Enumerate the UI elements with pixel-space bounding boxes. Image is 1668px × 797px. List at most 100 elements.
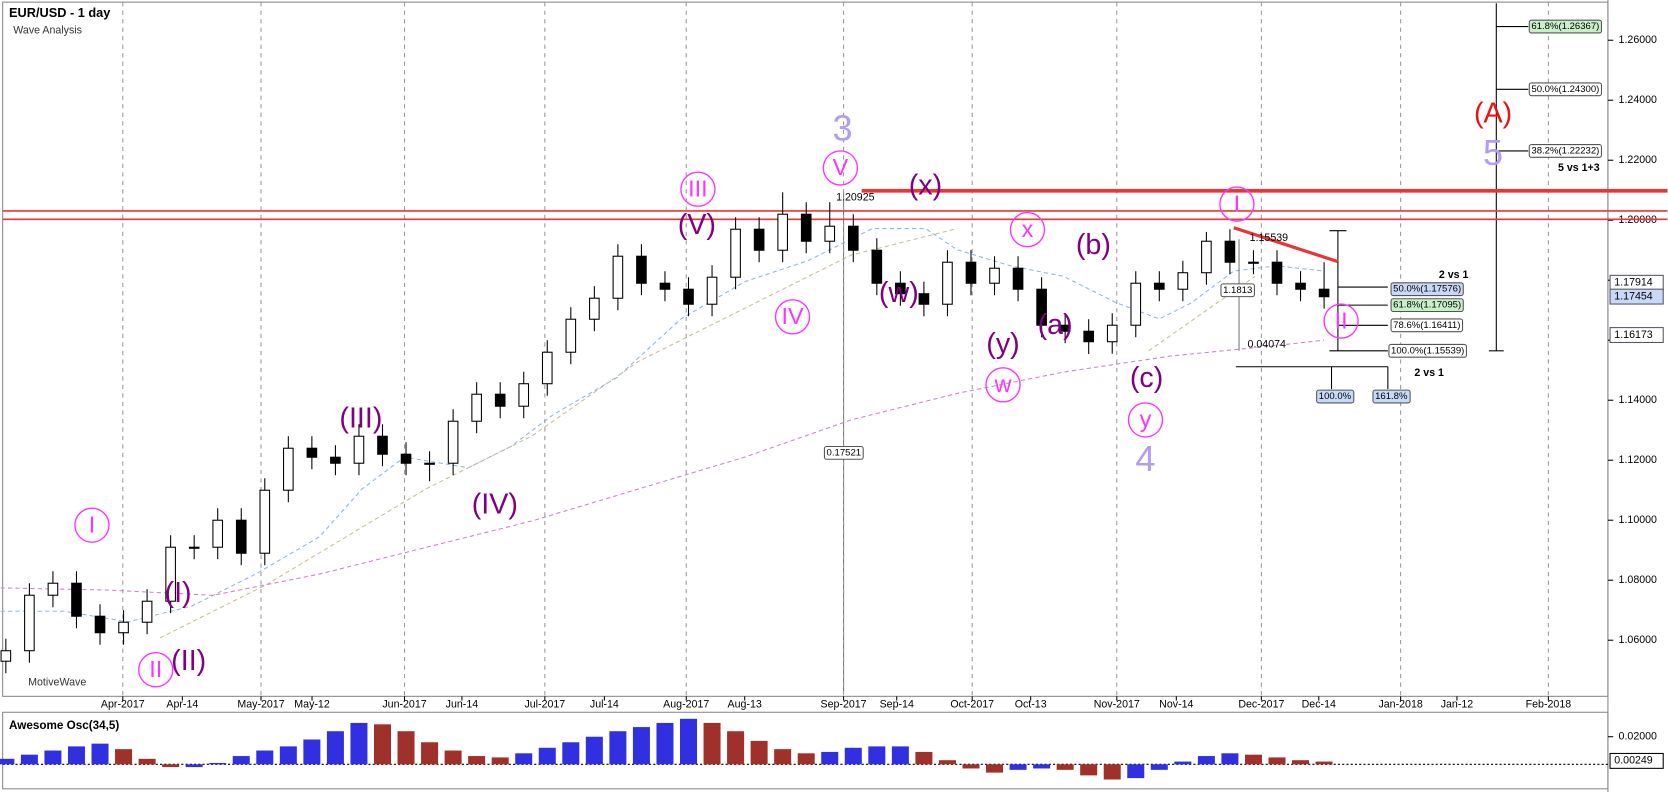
- oscillator-bar: [680, 718, 698, 765]
- oscillator-bar: [962, 764, 980, 769]
- oscillator-bar: [326, 731, 344, 765]
- oscillator-bar: [538, 747, 556, 765]
- candle-body: [283, 447, 294, 491]
- moving-average: [0, 339, 1325, 596]
- candle-body: [141, 600, 153, 623]
- oscillator-bar: [609, 731, 627, 765]
- x-tick-label: Sep-14: [880, 699, 914, 711]
- candle-body: [1295, 282, 1306, 290]
- oscillator-bar: [1197, 756, 1215, 765]
- x-tick-label: Jul-2017: [524, 699, 565, 711]
- current-value-box: [1609, 752, 1664, 769]
- wave-label: II: [149, 656, 162, 682]
- oscillator-bar: [562, 742, 580, 765]
- x-tick-label: Dec-2017: [1238, 699, 1284, 711]
- wave-circle: [774, 299, 811, 335]
- oscillator-bar: [1056, 764, 1074, 770]
- x-tick-label: Sep-2017: [821, 699, 867, 711]
- oscillator-bar: [185, 764, 203, 768]
- wave-label: y: [1140, 406, 1152, 432]
- wave-circle: [1127, 402, 1164, 438]
- oscillator-bar: [1268, 757, 1286, 765]
- oscillator-bar: [515, 753, 533, 765]
- watermark: MotiveWave: [28, 676, 86, 688]
- fib-label: 1.1813: [1223, 285, 1252, 296]
- oscillator-bar: [1127, 764, 1145, 779]
- candle-body: [965, 261, 977, 284]
- wave-label: (y): [986, 328, 1019, 360]
- wave-circle: [1009, 211, 1046, 248]
- candle-body: [47, 582, 59, 596]
- fib-label: 100.0%(1.15539): [1391, 345, 1464, 356]
- wave-circle: [822, 150, 859, 186]
- fib-label: 5 vs 1+3: [1558, 162, 1600, 174]
- candle-body: [1271, 261, 1283, 284]
- chart-subtitle: Wave Analysis: [13, 25, 82, 37]
- wave-label: V: [833, 154, 849, 180]
- candle-body: [777, 213, 788, 251]
- fib-label: 100.0%: [1319, 391, 1352, 402]
- wave-label: (III): [339, 402, 382, 434]
- x-tick-label: May-12: [294, 699, 330, 711]
- oscillator-bar: [397, 731, 415, 765]
- y-tick-label: 1.10000: [1619, 514, 1657, 526]
- candle-body: [471, 393, 482, 422]
- wave-label: (b): [1076, 229, 1111, 261]
- oscillator-bar: [986, 764, 1004, 773]
- oscillator-bar: [67, 746, 85, 765]
- oscillator-title: Awesome Osc(34,5): [9, 719, 119, 732]
- wave-label: (a): [1038, 309, 1073, 341]
- candle-body: [259, 489, 271, 554]
- candle-body: [659, 282, 671, 290]
- oscillator-bar: [491, 757, 509, 765]
- fib-label-box: [1390, 298, 1464, 313]
- x-tick-label: Oct-13: [1015, 699, 1047, 711]
- x-tick-label: Jan-12: [1441, 699, 1474, 711]
- wave-circle: [74, 507, 110, 543]
- candle-body: [1201, 240, 1212, 274]
- x-tick-label: Nov-2017: [1094, 699, 1140, 711]
- wave-label: II: [1335, 307, 1348, 333]
- candle-body: [541, 351, 553, 385]
- fib-label: 78.6%(1.16411): [1393, 320, 1460, 331]
- wave-label: IV: [781, 303, 803, 329]
- fib-label: 1.15539: [1250, 232, 1288, 244]
- x-tick-label: Feb-2018: [1526, 699, 1572, 711]
- oscillator-bar: [1080, 764, 1098, 776]
- oscillator-bar: [1244, 754, 1262, 765]
- wave-circle: [985, 367, 1021, 403]
- candle-body: [188, 546, 200, 549]
- oscillator-bar: [20, 754, 38, 765]
- wave-label: (IV): [472, 489, 518, 521]
- candle-body: [71, 582, 82, 617]
- price-marker-box: [1609, 327, 1664, 344]
- x-tick-label: Jun-2017: [382, 699, 426, 711]
- y-tick-label: 1.26000: [1619, 34, 1657, 46]
- candle-body: [24, 594, 35, 652]
- wave-label: (A): [1474, 97, 1512, 129]
- current-value-label: 0.00249: [1614, 755, 1652, 767]
- fib-label-box: [1316, 389, 1355, 404]
- candle-body: [824, 225, 836, 242]
- oscillator-bar: [750, 740, 768, 765]
- fib-label: 1.20925: [836, 192, 874, 204]
- fib-label: 0.04074: [1248, 338, 1286, 350]
- oscillator-bar: [115, 749, 133, 765]
- oscillator-bar: [938, 760, 956, 765]
- candle-body: [400, 453, 412, 464]
- x-tick-label: Aug-13: [728, 699, 762, 711]
- fib-label-box: [1372, 389, 1411, 404]
- candle-body: [330, 456, 341, 464]
- y-tick-label: 1.06000: [1619, 634, 1657, 646]
- wave-label: w: [994, 371, 1012, 397]
- oscillator-bar: [585, 736, 603, 765]
- wave-label: 4: [1135, 438, 1155, 479]
- oscillator-bar: [1033, 764, 1051, 769]
- fib-label-box: [1388, 343, 1467, 358]
- candle-body: [235, 519, 247, 554]
- oscillator-bar: [1103, 764, 1121, 780]
- candle-body: [753, 228, 765, 251]
- y-tick-label: 0.02000: [1619, 731, 1657, 743]
- fib-label-box: [1528, 82, 1602, 97]
